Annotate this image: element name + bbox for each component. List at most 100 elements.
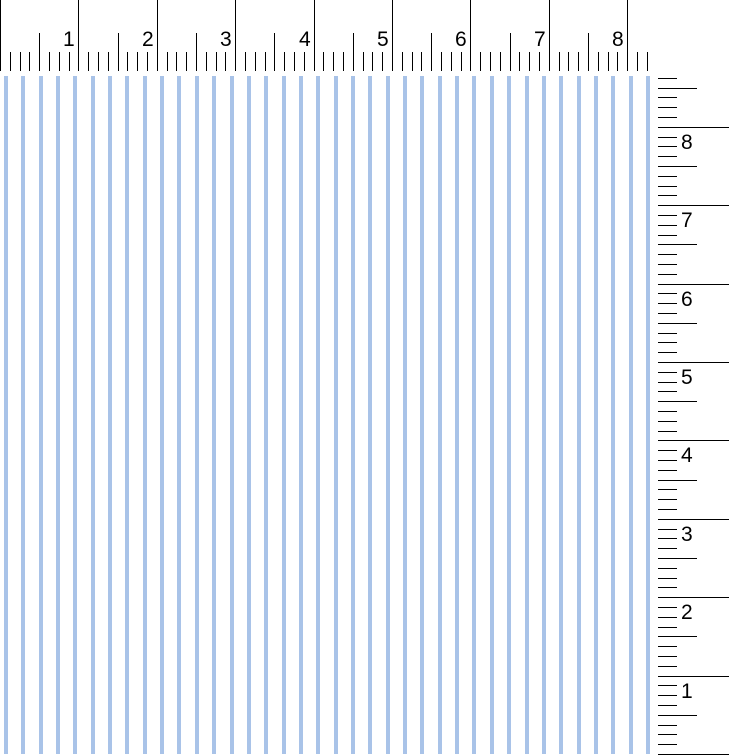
ruler-tick [658,362,729,363]
stripe [91,76,95,754]
ruler-tick [658,293,677,294]
ruler-tick [658,88,697,89]
ruler-tick [539,52,540,71]
ruler-tick [627,0,628,71]
ruler-tick [0,0,1,71]
ruler-tick [353,33,354,71]
ruler-tick [658,685,677,686]
ruler-tick [658,519,729,520]
ruler-tick [658,695,677,696]
ruler-tick [59,52,60,71]
ruler-tick [658,244,697,245]
stripe [386,76,390,754]
stripe [39,76,43,754]
ruler-tick [470,0,471,71]
ruler-tick [118,33,119,71]
stripe [646,76,650,754]
ruler-label: 5 [681,366,693,389]
ruler-tick [451,52,452,71]
ruler-tick [658,352,677,353]
ruler-tick [608,52,609,71]
ruler-tick [559,52,560,71]
ruler-tick [108,52,109,71]
ruler-tick [658,646,677,647]
ruler-tick [88,52,89,71]
ruler-tick [658,235,677,236]
ruler-tick [637,52,638,71]
ruler-tick [186,52,187,71]
ruler-tick [658,558,697,559]
ruler-tick [480,52,481,71]
ruler-tick [658,107,677,108]
ruler-tick [421,52,422,71]
ruler-tick [658,450,677,451]
ruler-label: 4 [299,28,311,51]
ruler-tick [20,52,21,71]
ruler-tick [372,52,373,71]
ruler-label: 7 [681,209,693,232]
stripe [195,76,199,754]
ruler-tick [658,401,697,402]
ruler-label: 1 [681,680,693,703]
ruler-tick [658,744,677,745]
ruler-tick [127,52,128,71]
ruler-tick [98,52,99,71]
ruler-tick [314,0,315,71]
ruler-tick [658,529,677,530]
ruler-tick [333,52,334,71]
stripe [264,76,268,754]
ruler-tick [658,431,677,432]
ruler-label: 8 [681,131,693,154]
ruler-tick [206,52,207,71]
ruler-label: 2 [142,28,154,51]
ruler-tick [658,372,677,373]
ruler-tick [658,587,677,588]
stripe [316,76,320,754]
ruler-tick [294,52,295,71]
ruler-tick [658,137,677,138]
ruler-tick [658,676,729,677]
ruler-label: 4 [681,444,693,467]
top-ruler: 1 2 3 4 5 6 7 8 [0,0,655,72]
stripe [282,76,286,754]
ruler-tick [529,52,530,71]
ruler-tick [69,52,70,71]
ruler-tick [274,33,275,71]
ruler-tick [658,499,677,500]
ruler-tick [658,411,677,412]
ruler-tick [588,33,589,71]
ruler-tick [658,421,677,422]
ruler-tick [441,52,442,71]
ruler-tick [343,52,344,71]
ruler-tick [658,274,677,275]
ruler-tick [658,78,677,79]
stripe [299,76,303,754]
ruler-tick [658,705,677,706]
ruler-tick [167,52,168,71]
ruler-tick [500,52,501,71]
ruler-tick [658,342,677,343]
stripe [230,76,234,754]
ruler-tick [658,460,677,461]
ruler-tick [598,52,599,71]
ruler-tick [323,52,324,71]
ruler-tick [658,127,729,128]
ruler-tick [658,734,677,735]
ruler-tick [176,52,177,71]
ruler-tick [578,52,579,71]
ruler-tick [658,264,677,265]
ruler-tick [617,52,618,71]
ruler-tick [39,33,40,71]
ruler-tick [49,52,50,71]
ruler-tick [658,146,677,147]
stripe [143,76,147,754]
stripe [438,76,442,754]
ruler-tick [137,52,138,71]
ruler-tick [157,0,158,71]
ruler-tick [568,52,569,71]
ruler-tick [658,480,697,481]
stripe [160,76,164,754]
ruler-tick [225,52,226,71]
ruler-tick [658,382,677,383]
ruler-tick [658,254,677,255]
